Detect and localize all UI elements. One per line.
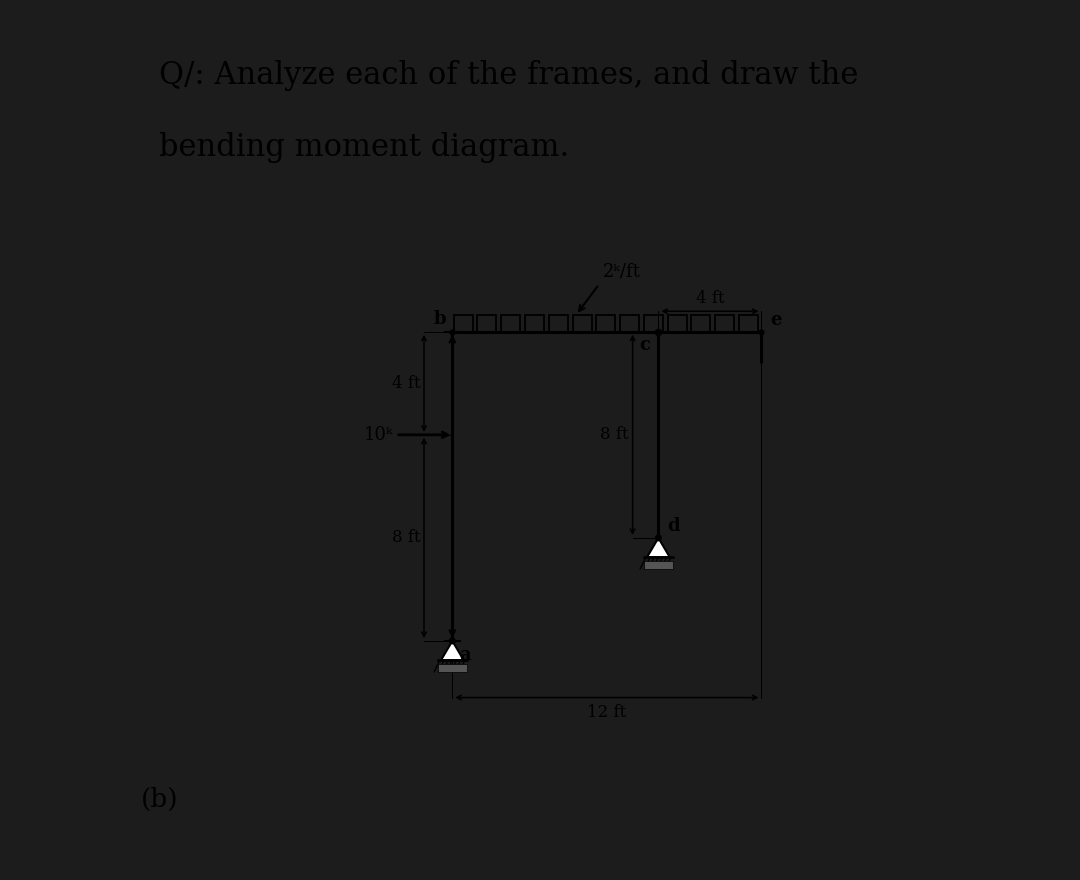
- Bar: [739, 315, 758, 332]
- Text: b: b: [433, 310, 446, 328]
- Text: e: e: [770, 312, 782, 329]
- Text: Q/: Analyze each of the frames, and draw the: Q/: Analyze each of the frames, and draw…: [159, 60, 859, 91]
- Bar: [549, 315, 568, 332]
- Text: 12 ft: 12 ft: [588, 704, 626, 721]
- Bar: [691, 315, 711, 332]
- Bar: [454, 315, 473, 332]
- Circle shape: [656, 535, 661, 540]
- Bar: [644, 315, 663, 332]
- Bar: [620, 315, 639, 332]
- Text: c: c: [639, 335, 650, 354]
- Text: d: d: [667, 517, 680, 535]
- Text: 4 ft: 4 ft: [696, 290, 725, 307]
- Bar: [525, 315, 544, 332]
- Polygon shape: [441, 641, 463, 660]
- Text: 2ᵏ/ft: 2ᵏ/ft: [603, 262, 640, 281]
- Text: 10ᵏ: 10ᵏ: [364, 426, 393, 444]
- Bar: [477, 315, 497, 332]
- Circle shape: [449, 638, 455, 644]
- Text: 4 ft: 4 ft: [392, 375, 420, 392]
- Bar: [596, 315, 616, 332]
- Text: 8 ft: 8 ft: [392, 530, 420, 546]
- Bar: [644, 561, 673, 568]
- Polygon shape: [647, 538, 670, 557]
- Text: a: a: [459, 646, 471, 664]
- Bar: [501, 315, 521, 332]
- Bar: [667, 315, 687, 332]
- Text: bending moment diagram.: bending moment diagram.: [159, 132, 569, 163]
- Text: (b): (b): [140, 787, 178, 811]
- Text: 8 ft: 8 ft: [600, 426, 629, 444]
- Bar: [715, 315, 734, 332]
- Bar: [437, 664, 467, 671]
- Bar: [572, 315, 592, 332]
